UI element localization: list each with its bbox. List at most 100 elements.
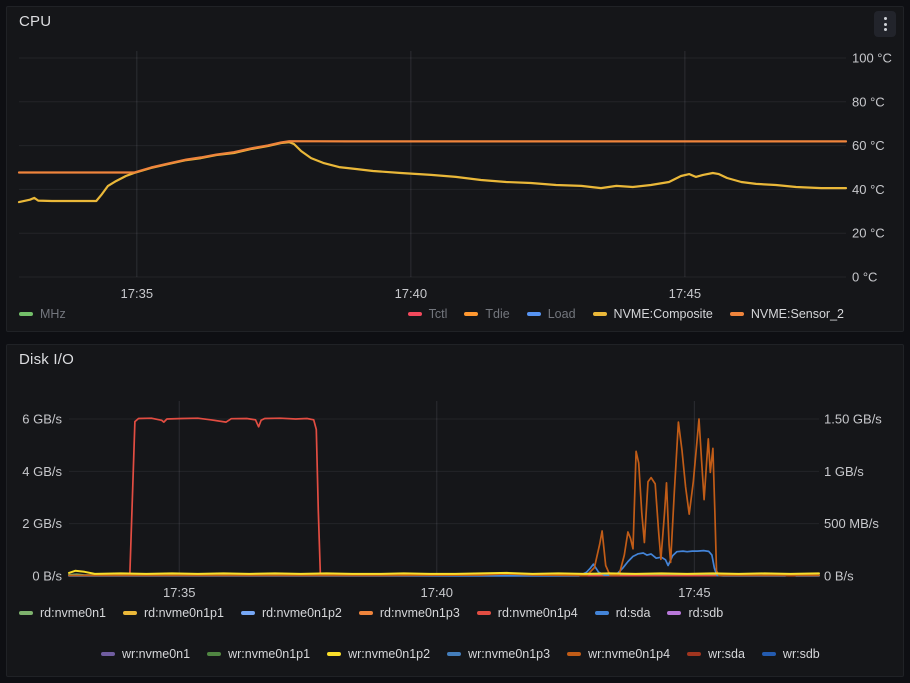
legend-series-label: rd:nvme0n1 (40, 606, 107, 620)
legend-series-label: wr:nvme0n1 (122, 647, 191, 661)
legend-item-wr-nvme0n1p1[interactable]: wr:nvme0n1p1 (207, 647, 310, 661)
legend-series-color-dash (567, 652, 582, 656)
y-axis-left-tick-label: 0 B/s (32, 569, 62, 584)
disk-io-panel-title[interactable]: Disk I/O (19, 351, 74, 368)
legend-series-color-dash (464, 312, 479, 316)
legend-series-color-dash (407, 312, 422, 316)
y-axis-left-tick-label: 2 GB/s (22, 516, 62, 531)
legend-item-wr-sdb[interactable]: wr:sdb (761, 647, 820, 661)
y-axis-right-tick-label: 60 °C (852, 138, 885, 153)
series-line-rd-nvme0n1 (68, 573, 820, 577)
series-line-wr-sda (68, 573, 820, 576)
legend-series-color-dash (123, 611, 138, 615)
cpu-legend: MHz Tctl Tdie Load NVME:Composite NVME:Senso… (19, 307, 891, 321)
legend-series-color-dash (447, 652, 462, 656)
disk-io-legend-reads: rd:nvme0n1 rd:nvme0n1p1 rd:nvme0n1p2 rd:nvm… (19, 606, 723, 620)
legend-item-nvme-composite[interactable]: NVME:Composite (592, 307, 713, 321)
legend-series-label: wr:sdb (782, 647, 820, 661)
legend-series-label: wr:nvme0n1p2 (348, 647, 431, 661)
disk-io-legend-writes: wr:nvme0n1 wr:nvme0n1p1 wr:nvme0n1p2 wr:nvm… (101, 647, 820, 661)
legend-series-color-dash (687, 652, 702, 656)
legend-series-color-dash (729, 312, 744, 316)
legend-series-label: Tdie (485, 307, 510, 321)
legend-item-rd-nvme0n1p3[interactable]: rd:nvme0n1p3 (358, 606, 460, 620)
series-line-nvme-sensor-2 (17, 140, 848, 174)
series-line-wr-nvme0n1p4 (68, 418, 820, 577)
kebab-menu-icon (883, 28, 887, 31)
legend-item-tdie[interactable]: Tdie (464, 307, 510, 321)
legend-series-label: rd:nvme0n1p4 (497, 606, 578, 620)
legend-item-rd-nvme0n1p1[interactable]: rd:nvme0n1p1 (123, 606, 224, 620)
legend-series-label: Tctl (428, 307, 448, 321)
y-axis-right-tick-label: 40 °C (852, 182, 885, 197)
legend-series-label: rd:nvme0n1p1 (144, 606, 224, 620)
cpu-legend-left-group: MHz (19, 307, 66, 321)
y-axis-right-tick-label: 1.50 GB/s (824, 412, 882, 427)
legend-item-tctl[interactable]: Tctl (407, 307, 448, 321)
legend-item-wr-nvme0n1p4[interactable]: wr:nvme0n1p4 (567, 647, 670, 661)
series-line-nvme-composite (17, 141, 848, 204)
legend-item-wr-nvme0n1p3[interactable]: wr:nvme0n1p3 (447, 647, 550, 661)
legend-series-label: wr:nvme0n1p1 (228, 647, 311, 661)
legend-series-color-dash (240, 611, 255, 615)
legend-series-label: NVME:Composite (613, 307, 713, 321)
y-axis-right-tick-label: 20 °C (852, 226, 885, 241)
y-axis-right-tick-label: 0 °C (852, 270, 877, 285)
legend-series-color-dash (101, 652, 115, 656)
legend-series-label: MHz (40, 307, 66, 321)
legend-item-nvme-sensor-2[interactable]: NVME:Sensor_2 (729, 307, 844, 321)
legend-series-label: rd:nvme0n1p2 (261, 606, 342, 620)
cpu-panel: CPU 17:35 17:40 17:45 100 °C 80 °C 60 °C 40 °C… (6, 6, 904, 332)
legend-item-rd-nvme0n1p4[interactable]: rd:nvme0n1p4 (476, 606, 578, 620)
legend-series-color-dash (667, 611, 682, 615)
legend-series-label: rd:nvme0n1p3 (379, 606, 460, 620)
panel-menu-button[interactable] (874, 11, 896, 37)
legend-item-wr-nvme0n1[interactable]: wr:nvme0n1 (101, 647, 190, 661)
series-line-rd-sda (68, 549, 820, 577)
legend-series-label: Load (547, 307, 576, 321)
y-axis-left-tick-label: 4 GB/s (22, 464, 62, 479)
legend-item-rd-nvme0n1[interactable]: rd:nvme0n1 (19, 606, 106, 620)
legend-item-wr-sda[interactable]: wr:sda (687, 647, 745, 661)
x-axis-tick-label: 17:45 (669, 286, 702, 301)
legend-series-color-dash (19, 611, 33, 615)
x-axis-tick-label: 17:40 (395, 286, 428, 301)
legend-series-color-dash (207, 652, 222, 656)
legend-series-label: rd:sda (615, 606, 651, 620)
legend-series-label: NVME:Sensor_2 (750, 307, 844, 321)
x-axis-tick-label: 17:40 (421, 585, 454, 600)
y-axis-left-tick-label: 6 GB/s (22, 412, 62, 427)
legend-series-color-dash (761, 652, 776, 656)
x-axis-tick-label: 17:35 (163, 585, 196, 600)
y-axis-right-tick-label: 0 B/s (824, 569, 854, 584)
cpu-legend-right-group: Tctl Tdie Load NVME:Composite NVME:Sensor_2 (407, 307, 891, 321)
cpu-chart-canvas[interactable]: 17:35 17:40 17:45 100 °C 80 °C 60 °C 40 °C 20 °… (7, 7, 904, 307)
legend-item-load[interactable]: Load (526, 307, 576, 321)
kebab-menu-icon (883, 17, 887, 20)
legend-series-label: wr:nvme0n1p4 (588, 647, 671, 661)
legend-item-rd-sda[interactable]: rd:sda (594, 606, 651, 620)
y-axis-right-tick-label: 500 MB/s (824, 516, 879, 531)
legend-series-color-dash (19, 312, 33, 316)
legend-item-rd-sdb[interactable]: rd:sdb (667, 606, 723, 620)
y-axis-right-tick-label: 100 °C (852, 51, 892, 66)
legend-series-color-dash (592, 312, 607, 316)
legend-series-color-dash (327, 652, 342, 656)
legend-series-label: wr:sda (708, 647, 745, 661)
legend-series-color-dash (358, 611, 373, 615)
legend-item-wr-nvme0n1p2[interactable]: wr:nvme0n1p2 (327, 647, 430, 661)
disk-io-panel: Disk I/O 17:35 17:40 17:45 6 GB/s 4 GB/s 2 GB… (6, 344, 904, 677)
x-axis-tick-label: 17:45 (678, 585, 711, 600)
y-axis-right-tick-label: 1 GB/s (824, 464, 864, 479)
legend-item-rd-nvme0n1p2[interactable]: rd:nvme0n1p2 (240, 606, 342, 620)
legend-series-color-dash (594, 611, 609, 615)
disk-io-chart-canvas[interactable]: 17:35 17:40 17:45 6 GB/s 4 GB/s 2 GB/s 0 B/s 1.… (7, 345, 904, 605)
series-line-rd-nvme0n1p4 (68, 417, 820, 577)
series-line-wr-nvme0n1p2 (68, 569, 820, 575)
legend-item-mhz[interactable]: MHz (19, 307, 66, 321)
legend-series-color-dash (476, 611, 491, 615)
cpu-panel-title[interactable]: CPU (19, 13, 52, 30)
kebab-menu-icon (883, 22, 887, 26)
legend-series-label: wr:nvme0n1p3 (468, 647, 551, 661)
y-axis-right-tick-label: 80 °C (852, 94, 885, 109)
